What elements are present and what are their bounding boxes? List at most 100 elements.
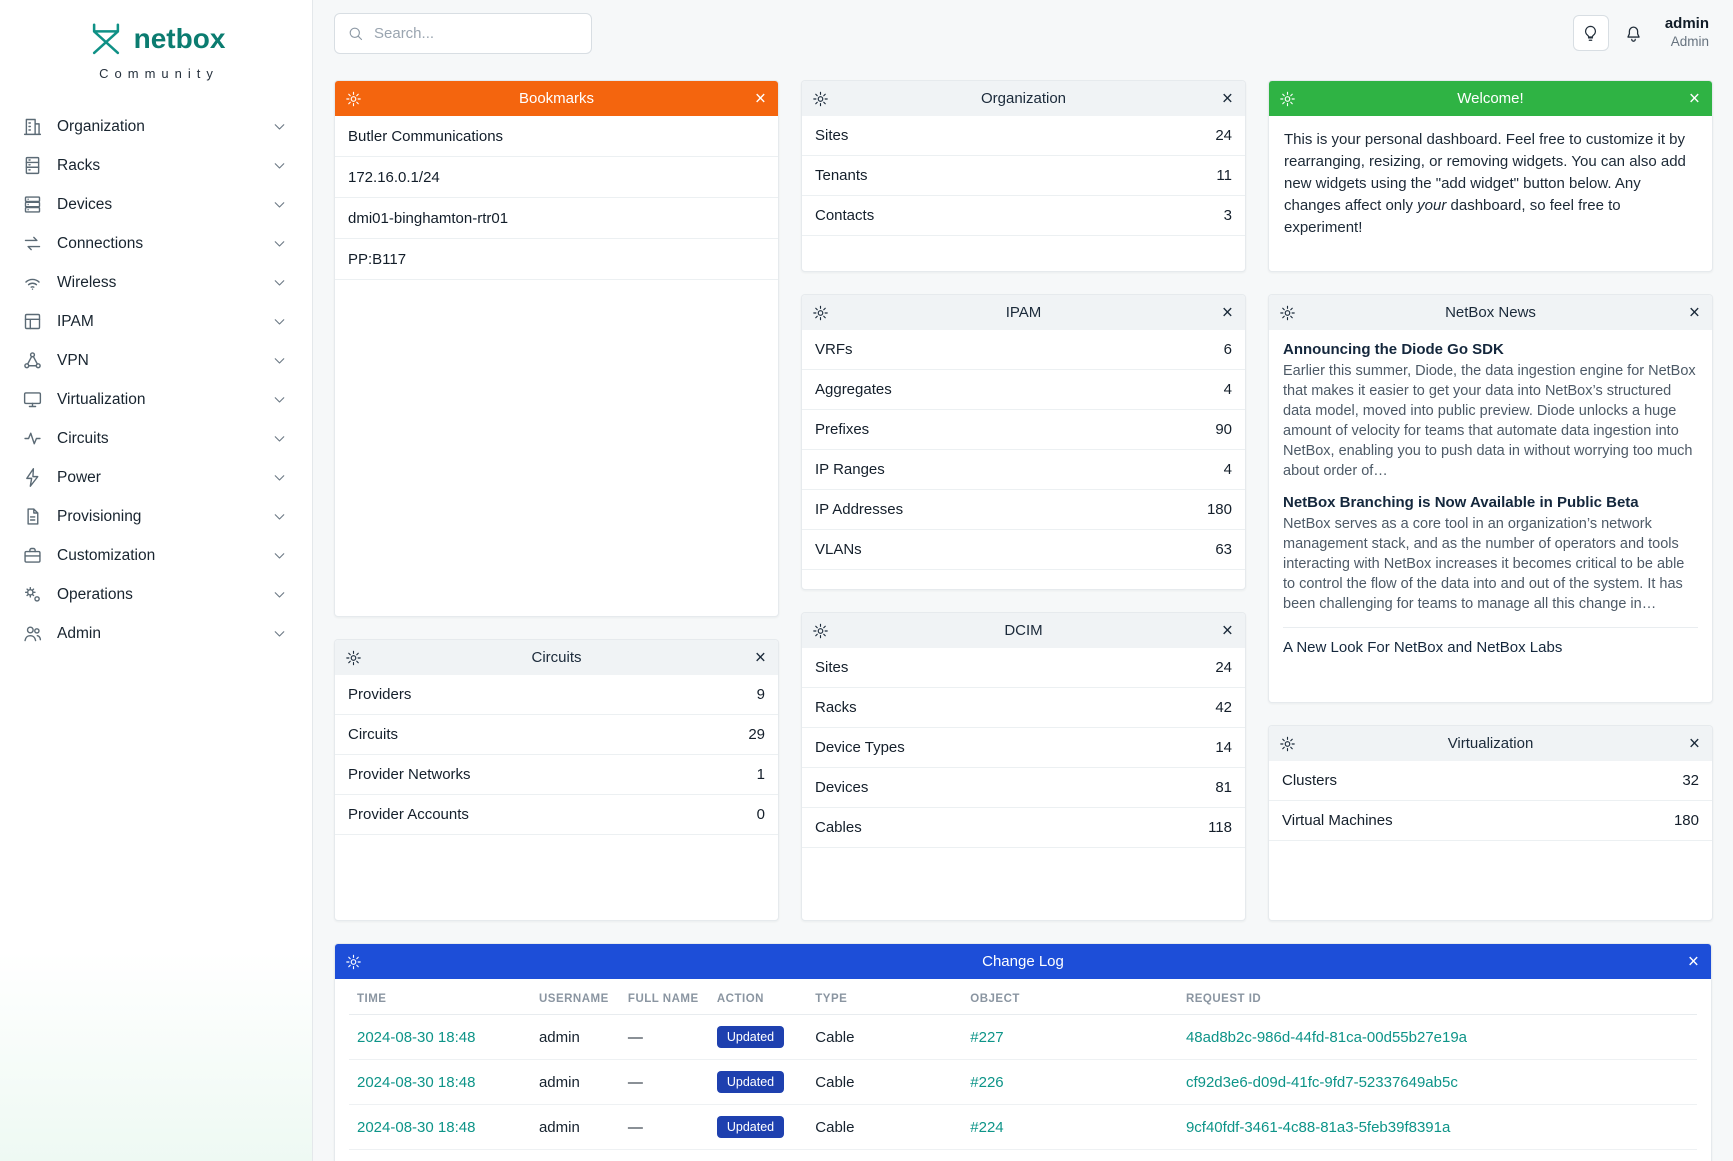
sidebar-item-operations[interactable]: Operations	[0, 575, 312, 614]
netbox-logo[interactable]: netbox	[87, 20, 225, 58]
count-row: Devices 81	[802, 768, 1245, 808]
column-header-time: TIME	[349, 981, 531, 1015]
count-value: 63	[1215, 541, 1232, 558]
widget-columns: Bookmarks × Butler Communications 172.16…	[334, 80, 1713, 921]
count-label: VLANs	[815, 541, 862, 558]
topbar-actions: admin Admin	[1572, 15, 1709, 51]
widget-title: Circuits	[531, 649, 582, 666]
count-value: 9	[756, 686, 765, 703]
welcome-text-part: This is your personal dashboard. Feel fr…	[1284, 131, 1686, 214]
chevron-down-icon	[271, 157, 288, 174]
connections-icon	[22, 233, 43, 254]
sidebar-item-provisioning[interactable]: Provisioning	[0, 497, 312, 536]
bookmark-item[interactable]: Butler Communications	[335, 116, 778, 157]
widget-header: Virtualization ×	[1269, 726, 1712, 761]
gear-icon[interactable]	[345, 649, 362, 666]
count-label: Aggregates	[815, 381, 892, 398]
count-value: 4	[1223, 381, 1232, 398]
chevron-down-icon	[271, 196, 288, 213]
widget-netbox-news: NetBox News × Announcing the Diode Go SD…	[1268, 294, 1713, 703]
sidebar-item-wireless[interactable]: Wireless	[0, 263, 312, 302]
gear-icon[interactable]	[812, 304, 829, 321]
close-icon[interactable]: ×	[1687, 951, 1699, 972]
admin-icon	[22, 623, 43, 644]
changelog-type: Cable	[815, 1073, 855, 1091]
brand-edition: Community	[99, 66, 219, 81]
notifications-button[interactable]	[1620, 19, 1648, 47]
sidebar-item-racks[interactable]: Racks	[0, 146, 312, 185]
column-header-object: OBJECT	[962, 981, 1178, 1015]
lightbulb-icon	[1581, 24, 1600, 43]
sidebar-item-power[interactable]: Power	[0, 458, 312, 497]
sidebar-item-vpn[interactable]: VPN	[0, 341, 312, 380]
circuits-counts: Providers 9 Circuits 29 Provider Networks 1…	[335, 675, 778, 920]
bookmark-item[interactable]: PP:B117	[335, 239, 778, 280]
virtualization-counts: Clusters 32 Virtual Machines 180	[1269, 761, 1712, 920]
count-row: VLANs 63	[802, 530, 1245, 570]
changelog-request-id-link[interactable]: 9cf40fdf-3461-4c88-81a3-5feb39f8391a	[1185, 1118, 1451, 1136]
changelog-request-id-link[interactable]: 48ad8b2c-986d-44fd-81ca-00d55b27e19a	[1185, 1028, 1468, 1046]
close-icon[interactable]: ×	[1221, 88, 1233, 109]
widget-title: IPAM	[1005, 304, 1042, 321]
bookmark-item[interactable]: 172.16.0.1/24	[335, 157, 778, 198]
bookmark-item[interactable]: dmi01-binghamton-rtr01	[335, 198, 778, 239]
gear-icon[interactable]	[812, 90, 829, 107]
sidebar-item-customization[interactable]: Customization	[0, 536, 312, 575]
close-icon[interactable]: ×	[1688, 733, 1700, 754]
gear-icon[interactable]	[1279, 735, 1296, 752]
close-icon[interactable]: ×	[1221, 302, 1233, 323]
sidebar-item-organization[interactable]: Organization	[0, 107, 312, 146]
changelog-full-name: —	[627, 1028, 643, 1046]
gear-icon[interactable]	[1279, 90, 1296, 107]
gear-icon[interactable]	[345, 953, 362, 970]
chevron-down-icon	[271, 586, 288, 603]
changelog-type: Cable	[815, 1118, 855, 1136]
changelog-object-link[interactable]: #227	[970, 1028, 1004, 1046]
count-value: 3	[1223, 207, 1232, 224]
sidebar-item-devices[interactable]: Devices	[0, 185, 312, 224]
close-icon[interactable]: ×	[754, 88, 766, 109]
changelog-time-link[interactable]: 2024-08-30 18:48	[357, 1118, 476, 1136]
count-value: 14	[1215, 739, 1232, 756]
close-icon[interactable]: ×	[754, 647, 766, 668]
changelog-time-link[interactable]: 2024-08-30 18:48	[357, 1028, 476, 1046]
changelog-request-id-link[interactable]: cf92d3e6-d09d-41fc-9fd7-52337649ab5c	[1185, 1073, 1458, 1091]
changelog-time-link[interactable]: 2024-08-30 18:48	[357, 1073, 476, 1091]
theme-toggle-button[interactable]	[1572, 15, 1609, 51]
count-row: IP Ranges 4	[802, 450, 1245, 490]
close-icon[interactable]: ×	[1688, 88, 1700, 109]
sidebar-item-ipam[interactable]: IPAM	[0, 302, 312, 341]
count-row: VRFs 6	[802, 330, 1245, 370]
count-value: 4	[1223, 461, 1232, 478]
news-item: A New Look For NetBox and NetBox Labs	[1283, 627, 1698, 656]
organization-counts: Sites 24 Tenants 11 Contacts 3	[802, 116, 1245, 271]
search-input[interactable]	[374, 24, 579, 42]
count-value: 180	[1673, 812, 1699, 829]
chevron-down-icon	[271, 508, 288, 525]
close-icon[interactable]: ×	[1221, 620, 1233, 641]
count-value: 29	[748, 726, 765, 743]
gear-icon[interactable]	[1279, 304, 1296, 321]
sidebar-item-admin[interactable]: Admin	[0, 614, 312, 653]
sidebar-item-connections[interactable]: Connections	[0, 224, 312, 263]
changelog-type: Cable	[815, 1028, 855, 1046]
close-icon[interactable]: ×	[1688, 302, 1700, 323]
changelog-object-link[interactable]: #224	[970, 1118, 1004, 1136]
widget-title: Virtualization	[1447, 735, 1534, 752]
news-item-title[interactable]: A New Look For NetBox and NetBox Labs	[1283, 639, 1563, 656]
search-icon	[347, 25, 364, 42]
chevron-down-icon	[271, 313, 288, 330]
gear-icon[interactable]	[812, 622, 829, 639]
user-menu[interactable]: admin Admin	[1665, 15, 1709, 51]
sidebar-item-circuits[interactable]: Circuits	[0, 419, 312, 458]
news-item-title[interactable]: Announcing the Diode Go SDK	[1283, 341, 1504, 358]
news-item-excerpt: Earlier this summer, Diode, the data ing…	[1283, 363, 1696, 479]
news-item-title[interactable]: NetBox Branching is Now Available in Pub…	[1283, 494, 1639, 511]
action-badge: Updated	[716, 1071, 785, 1093]
count-label: Sites	[815, 127, 849, 144]
gear-icon[interactable]	[345, 90, 362, 107]
sidebar-item-virtualization[interactable]: Virtualization	[0, 380, 312, 419]
changelog-full-name: —	[627, 1118, 643, 1136]
sidebar-nav: Organization Racks Devices Connections	[0, 107, 312, 653]
changelog-object-link[interactable]: #226	[970, 1073, 1004, 1091]
